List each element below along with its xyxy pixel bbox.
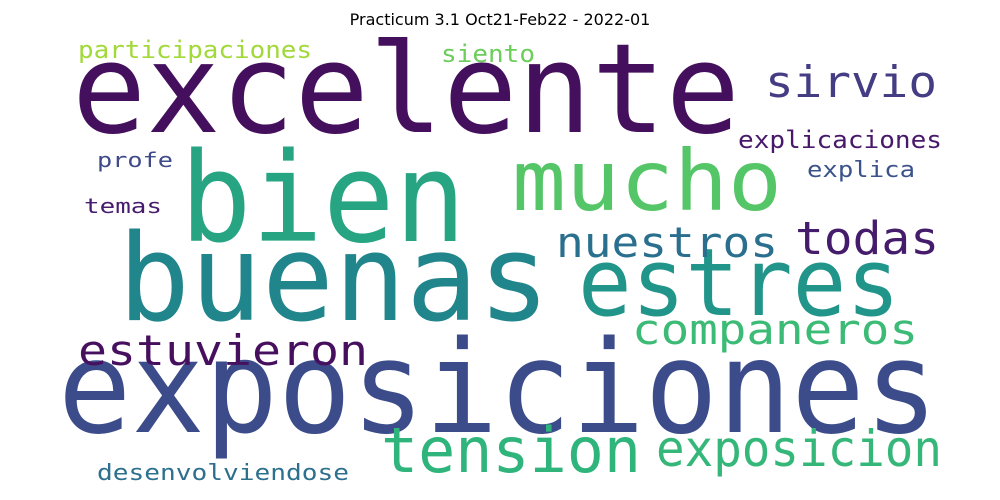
word-exposiciones: exposiciones (58, 314, 938, 463)
word-exposicion: exposicion (656, 420, 942, 478)
word-sirvio: sirvio (765, 57, 937, 108)
word-mucho: mucho (512, 132, 782, 230)
word-estuvieron: estuvieron (78, 326, 368, 375)
word-explicaciones: explicaciones (738, 126, 942, 154)
word-companeros: companeros (632, 305, 918, 354)
word-desenvolviendose: desenvolviendose (97, 461, 349, 486)
word-nuestros: nuestros (556, 218, 778, 267)
word-temas: temas (84, 194, 162, 218)
word-estres: estres (578, 229, 900, 338)
word-siento: siento (441, 40, 535, 68)
word-bien: bien (180, 127, 466, 271)
word-profe: profe (97, 148, 173, 172)
word-participaciones: participaciones (78, 36, 312, 64)
word-explica: explica (807, 158, 915, 183)
word-todas: todas (795, 212, 939, 265)
word-tension: tension (381, 414, 641, 487)
word-buenas: buenas (118, 210, 550, 349)
word-excelente: excelente (72, 18, 740, 162)
chart-title: Practicum 3.1 Oct21-Feb22 - 2022-01 (349, 10, 651, 29)
